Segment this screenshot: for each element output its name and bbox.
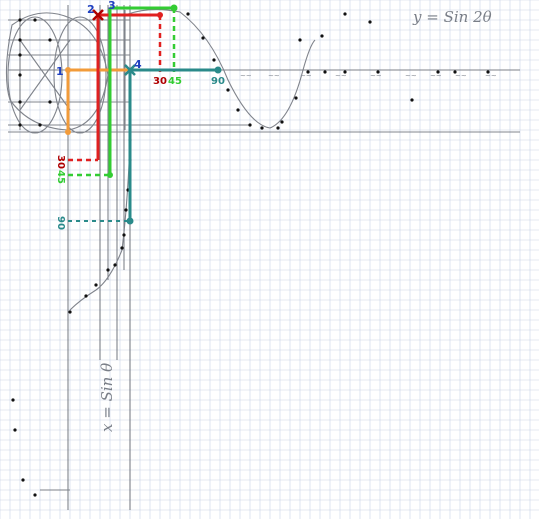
curve-dot [18, 38, 22, 42]
point-4-marker [124, 64, 136, 76]
curve-dot [323, 70, 327, 74]
svg-text:~~: ~~ [300, 72, 312, 80]
point-2-marker [92, 9, 104, 21]
curve-dot [298, 38, 302, 42]
curve-dot [48, 100, 52, 104]
red-construction [96, 13, 160, 160]
point-4-label: 4 [134, 58, 142, 71]
point-2-label: 2 [87, 3, 95, 16]
curve-dot [33, 493, 37, 497]
svg-text:~~: ~~ [335, 72, 347, 80]
curve-dot [436, 70, 440, 74]
curve-dot [376, 70, 380, 74]
curve-dot [343, 70, 347, 74]
curve-dot [94, 283, 98, 287]
svg-text:~~: ~~ [240, 72, 252, 80]
curve-dot [13, 428, 17, 432]
curve-dot [186, 12, 190, 16]
curve-dot [124, 208, 128, 212]
green-end-dot [170, 4, 178, 12]
orange-construction [66, 68, 132, 132]
red-dashed [68, 15, 162, 162]
curve-dot [33, 18, 37, 22]
curve-dot [410, 98, 414, 102]
curve-dot [106, 268, 110, 272]
green-construction [108, 6, 174, 175]
teal-construction [128, 68, 218, 221]
curve-dot [21, 478, 25, 482]
curve-dot [453, 70, 457, 74]
angle-label-30-vertical: 30 [55, 155, 66, 169]
pencil-construction [5, 5, 520, 510]
curve-dot [306, 70, 310, 74]
curve-dot [18, 18, 22, 22]
angle-label-90-horizontal: 90 [211, 76, 225, 87]
curve-dot [68, 310, 72, 314]
curve-dot [276, 126, 280, 130]
angle-label-45-horizontal: 45 [168, 76, 182, 87]
angle-label-45-vertical: 45 [55, 170, 66, 184]
curve-dot [343, 12, 347, 16]
curve-dot [18, 100, 22, 104]
point-3-label: 3 [108, 0, 116, 12]
svg-text:~~: ~~ [430, 72, 442, 80]
curve-dot [38, 123, 42, 127]
curve-dots [11, 12, 490, 497]
curve-dot [84, 294, 88, 298]
curve-dot [18, 123, 22, 127]
curve-dot [294, 96, 298, 100]
svg-text:~~: ~~ [370, 72, 382, 80]
point-1-dot [65, 67, 71, 73]
curve-dot [212, 58, 216, 62]
svg-text:~~: ~~ [405, 72, 417, 80]
curve-dot [260, 126, 264, 130]
equation-x-sin-theta: x = Sin θ [98, 363, 116, 432]
teal-low-dot [126, 217, 134, 225]
point-1-label: 1 [56, 65, 64, 78]
curve-dot [320, 34, 324, 38]
curve-dot [280, 120, 284, 124]
orange-end-dot [65, 129, 71, 135]
curve-dot [201, 36, 205, 40]
curve-dot [226, 88, 230, 92]
angle-label-30-horizontal: 30 [153, 76, 167, 87]
curve-dot [122, 233, 126, 237]
curve-dot [18, 73, 22, 77]
svg-text:~~: ~~ [485, 72, 497, 80]
curve-dot [48, 38, 52, 42]
red-end-dot [157, 12, 163, 18]
curve-dot [11, 398, 15, 402]
angle-label-90-vertical: 90 [55, 216, 66, 230]
curve-dot [486, 70, 490, 74]
curve-dot [113, 263, 117, 267]
svg-text:~~: ~~ [455, 72, 467, 80]
teal-end-dot [214, 66, 222, 74]
svg-text:~~: ~~ [268, 72, 280, 80]
curve-dot [248, 123, 252, 127]
pencil-ticks: ~~ ~~ ~~ ~~ ~~ ~~ ~~ ~~ ~~ [240, 72, 497, 80]
curve-dot [18, 53, 22, 57]
equation-y-sin-2theta: y = Sin 2θ [412, 8, 492, 26]
curve-dot [120, 246, 124, 250]
green-low-dot [107, 172, 113, 178]
curve-dot [368, 20, 372, 24]
curve-dot [236, 108, 240, 112]
green-dashed [68, 8, 176, 177]
